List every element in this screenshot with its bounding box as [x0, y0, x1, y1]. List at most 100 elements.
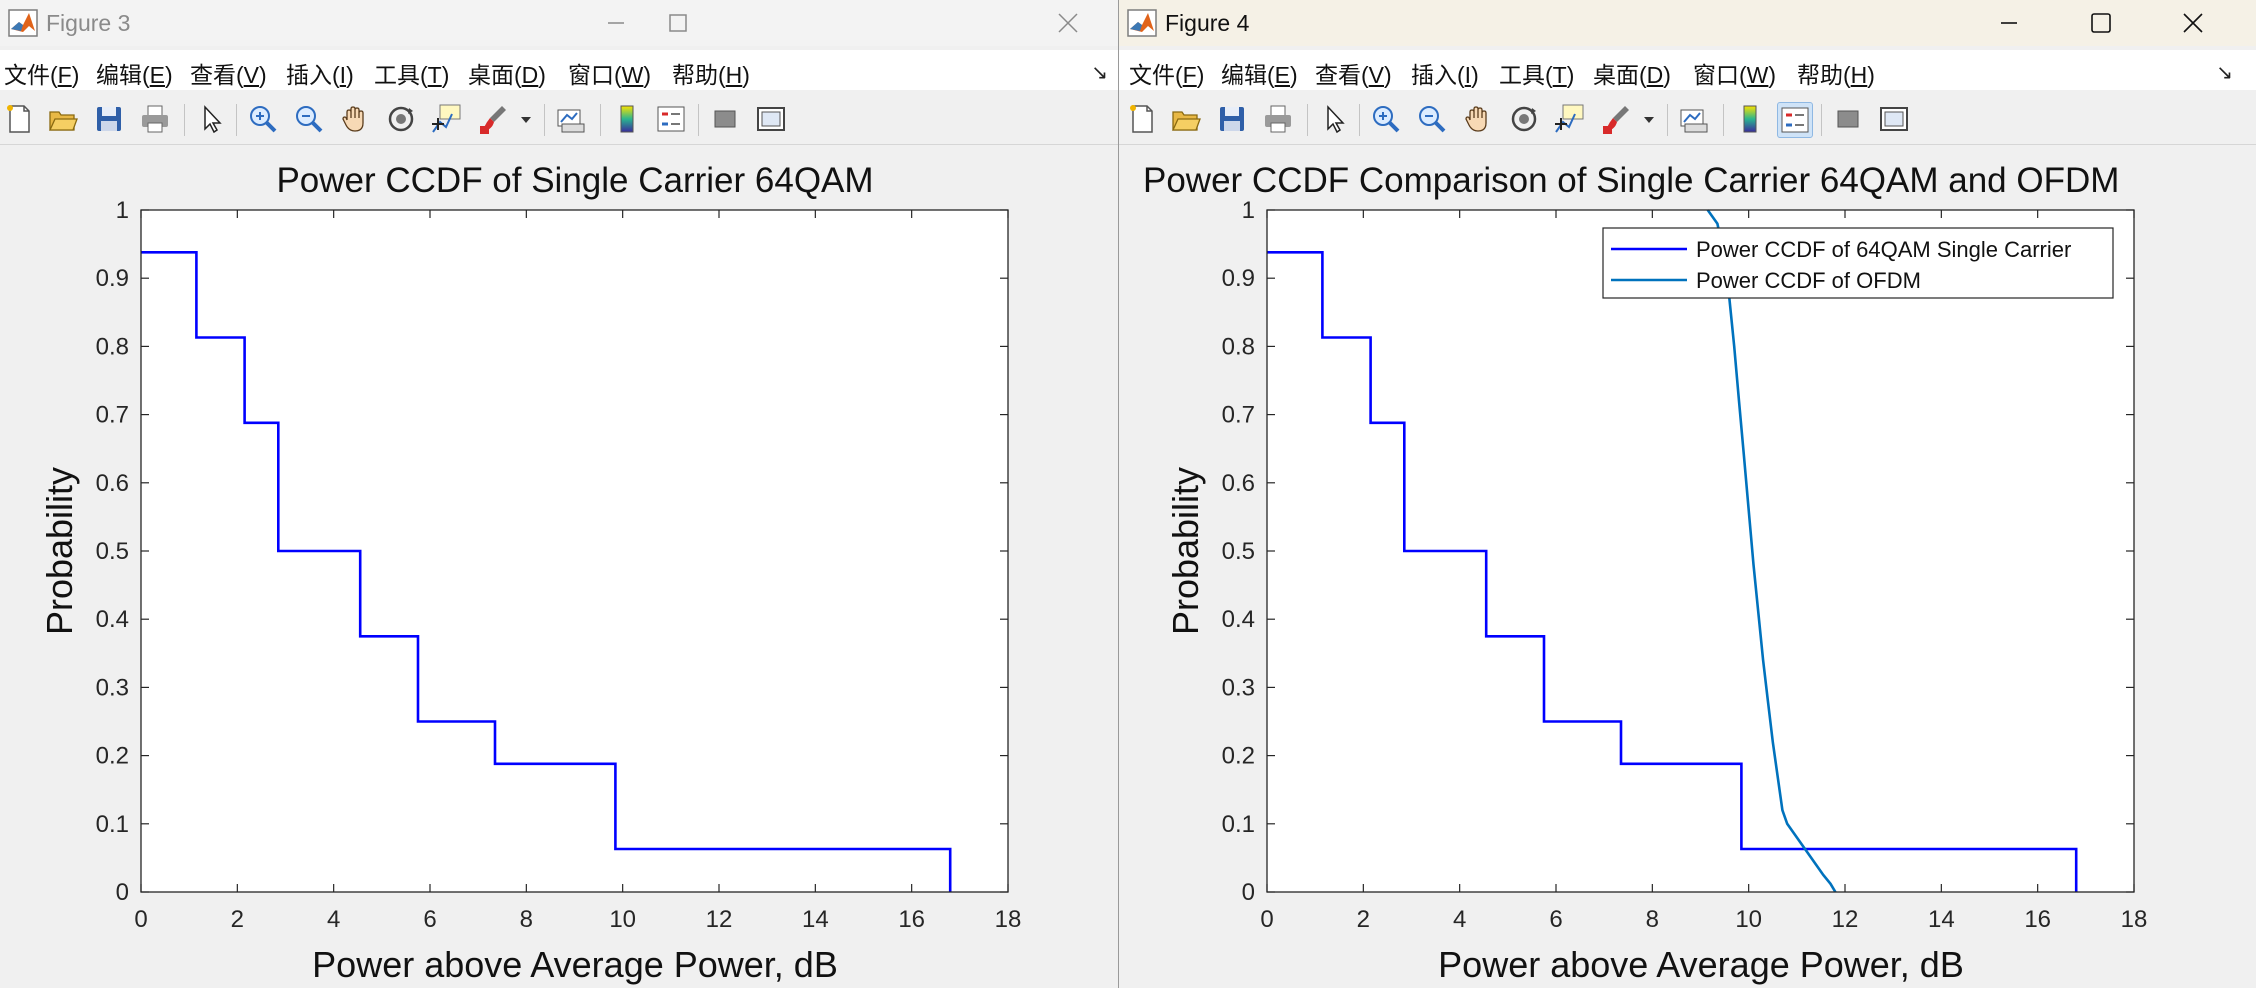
colorbar-icon[interactable]	[1733, 102, 1767, 136]
toolbar-separator	[1821, 104, 1822, 136]
y-tick-label: 0.4	[96, 606, 129, 633]
figure-4-window: Figure 4 文件(F) 编辑(E) 查看(V) 插入(I) 工具(T) 桌…	[1118, 0, 2256, 988]
legend[interactable]: Power CCDF of 64QAM Single Carrier Power…	[1602, 227, 2114, 299]
x-tick-label: 10	[609, 906, 636, 933]
ccdf-plot[interactable]: 0 2 4 6 8 10 12 14 16 18 0 0.1 0.2 0.3 0.4 0.5 0.6 0.7 0.8…	[0, 145, 1118, 988]
hide-plot-tools-icon[interactable]	[1831, 102, 1865, 136]
figure-canvas[interactable]: 0 2 4 6 8 10 12 14 16 18 0 0.1 0.2 0.3 0.4 0.5 0.6 0.7 0.8…	[0, 145, 1118, 988]
legend-icon[interactable]	[654, 102, 688, 136]
menu-tools[interactable]: 工具(T)	[374, 62, 450, 88]
series-line-0[interactable]	[1267, 251, 2078, 892]
y-tick-label: 0.6	[96, 470, 129, 497]
y-tick-label: 0.7	[96, 402, 129, 429]
legend-icon[interactable]	[1777, 102, 1813, 138]
close-button[interactable]	[1022, 0, 1114, 46]
zoom-in-icon[interactable]	[246, 102, 280, 136]
y-axis-label: Probability	[1165, 467, 1206, 635]
chart-title: Power CCDF of Single Carrier 64QAM	[276, 161, 873, 200]
rotate-3d-icon[interactable]	[384, 102, 418, 136]
menu-window[interactable]: 窗口(W)	[568, 62, 652, 88]
y-tick-label: 0.2	[96, 743, 129, 770]
plot-area	[141, 210, 1008, 892]
hide-plot-tools-icon[interactable]	[708, 102, 742, 136]
data-cursor-icon[interactable]	[430, 102, 464, 136]
zoom-in-icon[interactable]	[1369, 102, 1403, 136]
y-tick-label: 0.1	[1222, 811, 1255, 838]
open-file-icon[interactable]	[46, 102, 80, 136]
y-tick-label: 0.4	[1222, 606, 1255, 633]
minimize-button[interactable]	[1963, 0, 2055, 46]
menu-file[interactable]: 文件(F)	[1129, 62, 1205, 88]
new-figure-icon[interactable]	[1125, 102, 1159, 136]
new-figure-icon[interactable]	[2, 102, 36, 136]
data-cursor-icon[interactable]	[1553, 102, 1587, 136]
menu-insert[interactable]: 插入(I)	[286, 62, 354, 88]
pan-icon[interactable]	[1461, 102, 1495, 136]
toolbar-separator	[184, 104, 185, 136]
chart-title: Power CCDF Comparison of Single Carrier …	[1143, 161, 2119, 200]
maximize-button[interactable]	[632, 0, 724, 46]
maximize-icon	[2091, 13, 2111, 33]
series-line-1[interactable]	[1706, 209, 1837, 893]
title-bar[interactable]: Figure 4	[1119, 0, 2256, 46]
y-tick-label: 0	[116, 879, 129, 906]
figure-toolbar	[1119, 94, 2256, 145]
menu-window[interactable]: 窗口(W)	[1693, 62, 1777, 88]
rotate-3d-icon[interactable]	[1507, 102, 1541, 136]
menu-bar: 文件(F) 编辑(E) 查看(V) 插入(I) 工具(T) 桌面(D) 窗口(W…	[0, 50, 1118, 90]
pointer-icon[interactable]	[1317, 102, 1351, 136]
menu-edit[interactable]: 编辑(E)	[1221, 62, 1298, 88]
close-icon	[2183, 13, 2203, 33]
menu-expand-arrow-icon[interactable]: ↘	[1091, 62, 1108, 84]
ccdf-comparison-plot[interactable]: 0 2 4 6 8 10 12 14 16 18 0 0.1 0.2 0.3 0.4 0.5 0.6 0.7 0.8…	[1119, 145, 2256, 988]
menu-tools[interactable]: 工具(T)	[1499, 62, 1575, 88]
minimize-button[interactable]	[570, 0, 662, 46]
y-tick-label: 0.8	[96, 333, 129, 360]
y-tick-label: 0	[1242, 879, 1255, 906]
show-plot-tools-icon[interactable]	[1877, 102, 1911, 136]
y-axis-label: Probability	[39, 467, 80, 635]
menu-view[interactable]: 查看(V)	[190, 62, 267, 88]
pointer-icon[interactable]	[194, 102, 228, 136]
x-tick-label: 0	[134, 906, 147, 933]
series-line-0[interactable]	[141, 251, 952, 892]
brush-dropdown-icon[interactable]	[1639, 102, 1659, 136]
colorbar-icon[interactable]	[610, 102, 644, 136]
toolbar-separator	[698, 104, 699, 136]
open-file-icon[interactable]	[1169, 102, 1203, 136]
menu-help[interactable]: 帮助(H)	[672, 62, 750, 88]
save-icon[interactable]	[92, 102, 126, 136]
save-icon[interactable]	[1215, 102, 1249, 136]
legend-entry-ofdm: Power CCDF of OFDM	[1696, 268, 1921, 293]
brush-dropdown-icon[interactable]	[516, 102, 536, 136]
menu-desktop[interactable]: 桌面(D)	[468, 62, 546, 88]
x-tick-label: 2	[1357, 906, 1370, 933]
x-tick-label: 18	[2121, 906, 2148, 933]
title-bar[interactable]: Figure 3	[0, 0, 1118, 46]
figure-canvas[interactable]: 0 2 4 6 8 10 12 14 16 18 0 0.1 0.2 0.3 0.4 0.5 0.6 0.7 0.8…	[1119, 145, 2256, 988]
y-tick-label: 0.5	[96, 538, 129, 565]
y-tick-label: 0.3	[96, 674, 129, 701]
show-plot-tools-icon[interactable]	[754, 102, 788, 136]
x-tick-label: 10	[1735, 906, 1762, 933]
matlab-logo-icon	[8, 9, 38, 37]
link-plot-icon[interactable]	[554, 102, 588, 136]
menu-help[interactable]: 帮助(H)	[1797, 62, 1875, 88]
menu-desktop[interactable]: 桌面(D)	[1593, 62, 1671, 88]
x-tick-label: 6	[423, 906, 436, 933]
brush-icon[interactable]	[476, 102, 510, 136]
menu-edit[interactable]: 编辑(E)	[96, 62, 173, 88]
zoom-out-icon[interactable]	[292, 102, 326, 136]
menu-expand-arrow-icon[interactable]: ↘	[2216, 62, 2233, 84]
print-icon[interactable]	[138, 102, 172, 136]
close-button[interactable]	[2147, 0, 2239, 46]
brush-icon[interactable]	[1599, 102, 1633, 136]
maximize-button[interactable]	[2055, 0, 2147, 46]
zoom-out-icon[interactable]	[1415, 102, 1449, 136]
print-icon[interactable]	[1261, 102, 1295, 136]
link-plot-icon[interactable]	[1677, 102, 1711, 136]
menu-view[interactable]: 查看(V)	[1315, 62, 1392, 88]
menu-file[interactable]: 文件(F)	[4, 62, 80, 88]
pan-icon[interactable]	[338, 102, 372, 136]
menu-insert[interactable]: 插入(I)	[1411, 62, 1479, 88]
